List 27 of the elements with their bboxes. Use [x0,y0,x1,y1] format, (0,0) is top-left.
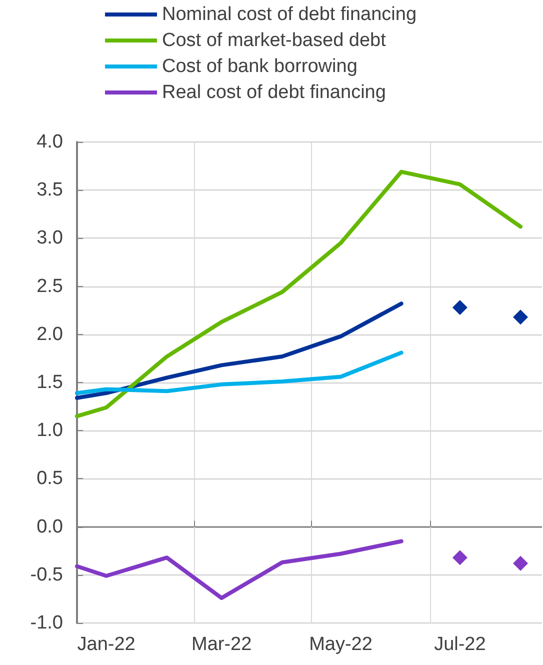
x-tick-label: Jul-22 [434,634,486,655]
y-tick-label: 1.0 [36,420,63,442]
point [452,550,468,566]
legend-label: Nominal cost of debt financing [162,4,417,25]
y-tick-label: -0.5 [30,564,63,586]
y-tick-label: 2.0 [36,324,63,345]
y-tick-label: 0.0 [36,516,63,538]
line-series [75,539,404,600]
y-tick-label: 1.5 [36,372,63,393]
line-series [75,350,404,396]
legend-label: Real cost of debt financing [162,82,386,103]
x-tick-label: Mar-22 [191,634,252,655]
y-tick-label: 3.0 [36,228,63,249]
y-tick-label: -1.0 [30,612,63,634]
y-tick-label: 3.5 [36,180,63,201]
y-tick-label: 2.5 [36,276,63,297]
point [452,300,468,315]
point [513,310,528,325]
point [513,556,528,571]
x-tick-label: Jan-22 [77,634,136,655]
legend-label: Cost of bank borrowing [162,56,358,77]
legend-label: Cost of market-based debt [162,30,387,51]
y-tick-label: 0.5 [36,468,63,490]
line-series [75,170,523,418]
line-series [75,302,404,400]
y-tick-label: 4.0 [36,132,63,152]
x-tick-label: May-22 [309,634,372,655]
